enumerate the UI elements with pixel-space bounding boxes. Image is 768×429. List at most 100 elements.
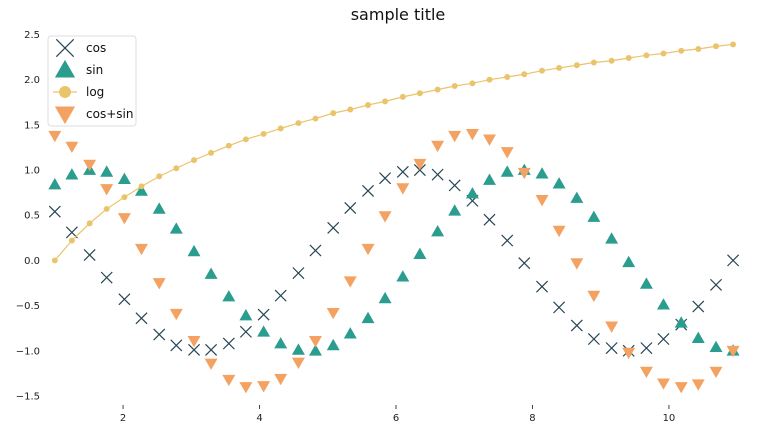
data-point <box>121 194 128 201</box>
data-point <box>416 90 423 97</box>
data-point <box>500 147 514 159</box>
data-point <box>222 290 236 302</box>
data-point <box>396 165 409 178</box>
data-point <box>605 232 619 244</box>
data-point <box>205 343 218 356</box>
data-point <box>86 220 93 227</box>
series-cos-sin <box>48 129 740 394</box>
data-point <box>553 301 566 314</box>
data-point <box>292 267 305 280</box>
data-point <box>170 339 183 352</box>
series-sin <box>48 163 740 356</box>
data-point <box>396 183 410 195</box>
y-tick-label: 0.5 <box>24 211 40 222</box>
data-point <box>277 125 284 132</box>
data-point <box>83 248 96 262</box>
data-point <box>291 343 305 355</box>
data-point <box>327 221 340 234</box>
data-point <box>100 184 114 196</box>
data-point <box>222 337 235 350</box>
legend-box <box>47 35 137 127</box>
data-point <box>521 71 528 78</box>
data-point <box>657 378 670 390</box>
data-point <box>204 267 218 279</box>
data-point <box>674 316 688 328</box>
plot-area <box>48 41 740 394</box>
data-point <box>295 120 302 127</box>
data-point <box>570 258 584 270</box>
data-point <box>587 333 600 346</box>
data-point <box>451 83 458 89</box>
data-point <box>173 165 180 172</box>
data-point <box>691 331 705 343</box>
data-point <box>552 225 566 238</box>
data-point <box>135 184 148 196</box>
data-point <box>573 62 580 69</box>
data-point <box>431 140 445 153</box>
data-point <box>222 374 236 387</box>
data-point <box>469 80 476 87</box>
data-point <box>434 86 441 93</box>
data-point <box>239 309 253 321</box>
data-point <box>257 381 271 393</box>
data-point <box>413 158 427 171</box>
data-point <box>570 191 584 203</box>
data-point <box>640 342 653 355</box>
data-point <box>639 277 653 289</box>
data-point <box>274 337 288 349</box>
series-log <box>51 41 737 264</box>
data-point <box>343 276 357 288</box>
data-point <box>483 134 496 146</box>
data-point <box>660 50 667 57</box>
data-point <box>552 177 566 189</box>
data-point <box>274 289 287 302</box>
x-tick-label: 2 <box>120 413 126 424</box>
legend-marker <box>54 59 76 78</box>
data-point <box>657 298 670 310</box>
legend-label: cos+sin <box>86 107 133 121</box>
data-point <box>518 257 531 270</box>
y-tick-label: −1.0 <box>16 346 40 357</box>
legend-marker <box>55 38 75 58</box>
data-point <box>291 357 305 370</box>
data-point <box>587 290 601 303</box>
data-point <box>713 43 719 50</box>
data-point <box>152 278 166 290</box>
data-point <box>396 270 410 282</box>
legend-label: sin <box>86 63 103 77</box>
data-point <box>361 311 375 324</box>
chart-title: sample title <box>351 5 446 24</box>
data-point <box>448 204 462 216</box>
data-point <box>639 366 653 379</box>
data-point <box>710 278 723 291</box>
data-point <box>539 67 545 74</box>
data-point <box>103 205 110 212</box>
data-point <box>605 342 618 355</box>
data-point <box>399 93 406 100</box>
y-tick-label: 1.0 <box>24 166 40 177</box>
data-point <box>608 57 615 64</box>
data-point <box>486 76 493 83</box>
data-point <box>343 327 357 339</box>
legend-marker <box>54 106 76 125</box>
data-point <box>431 168 444 181</box>
data-point <box>643 52 650 59</box>
x-axis: 2 4 6 8 10 <box>120 405 675 424</box>
y-tick-label: −0.5 <box>16 301 40 312</box>
y-tick-label: 2.0 <box>24 75 40 86</box>
data-point <box>674 382 688 394</box>
data-point <box>431 225 445 237</box>
data-point <box>68 237 75 244</box>
data-point <box>727 254 740 267</box>
data-point <box>344 202 357 215</box>
series-line <box>54 43 734 261</box>
data-point <box>239 382 253 394</box>
data-point <box>169 222 183 234</box>
y-axis: −1.5 −1.0 −0.5 0.0 0.5 1.0 1.5 2.0 2.5 <box>16 30 40 402</box>
data-point <box>500 165 514 177</box>
data-point <box>188 343 201 356</box>
data-point <box>257 308 270 321</box>
legend-marker <box>59 86 71 98</box>
data-point <box>48 178 62 190</box>
